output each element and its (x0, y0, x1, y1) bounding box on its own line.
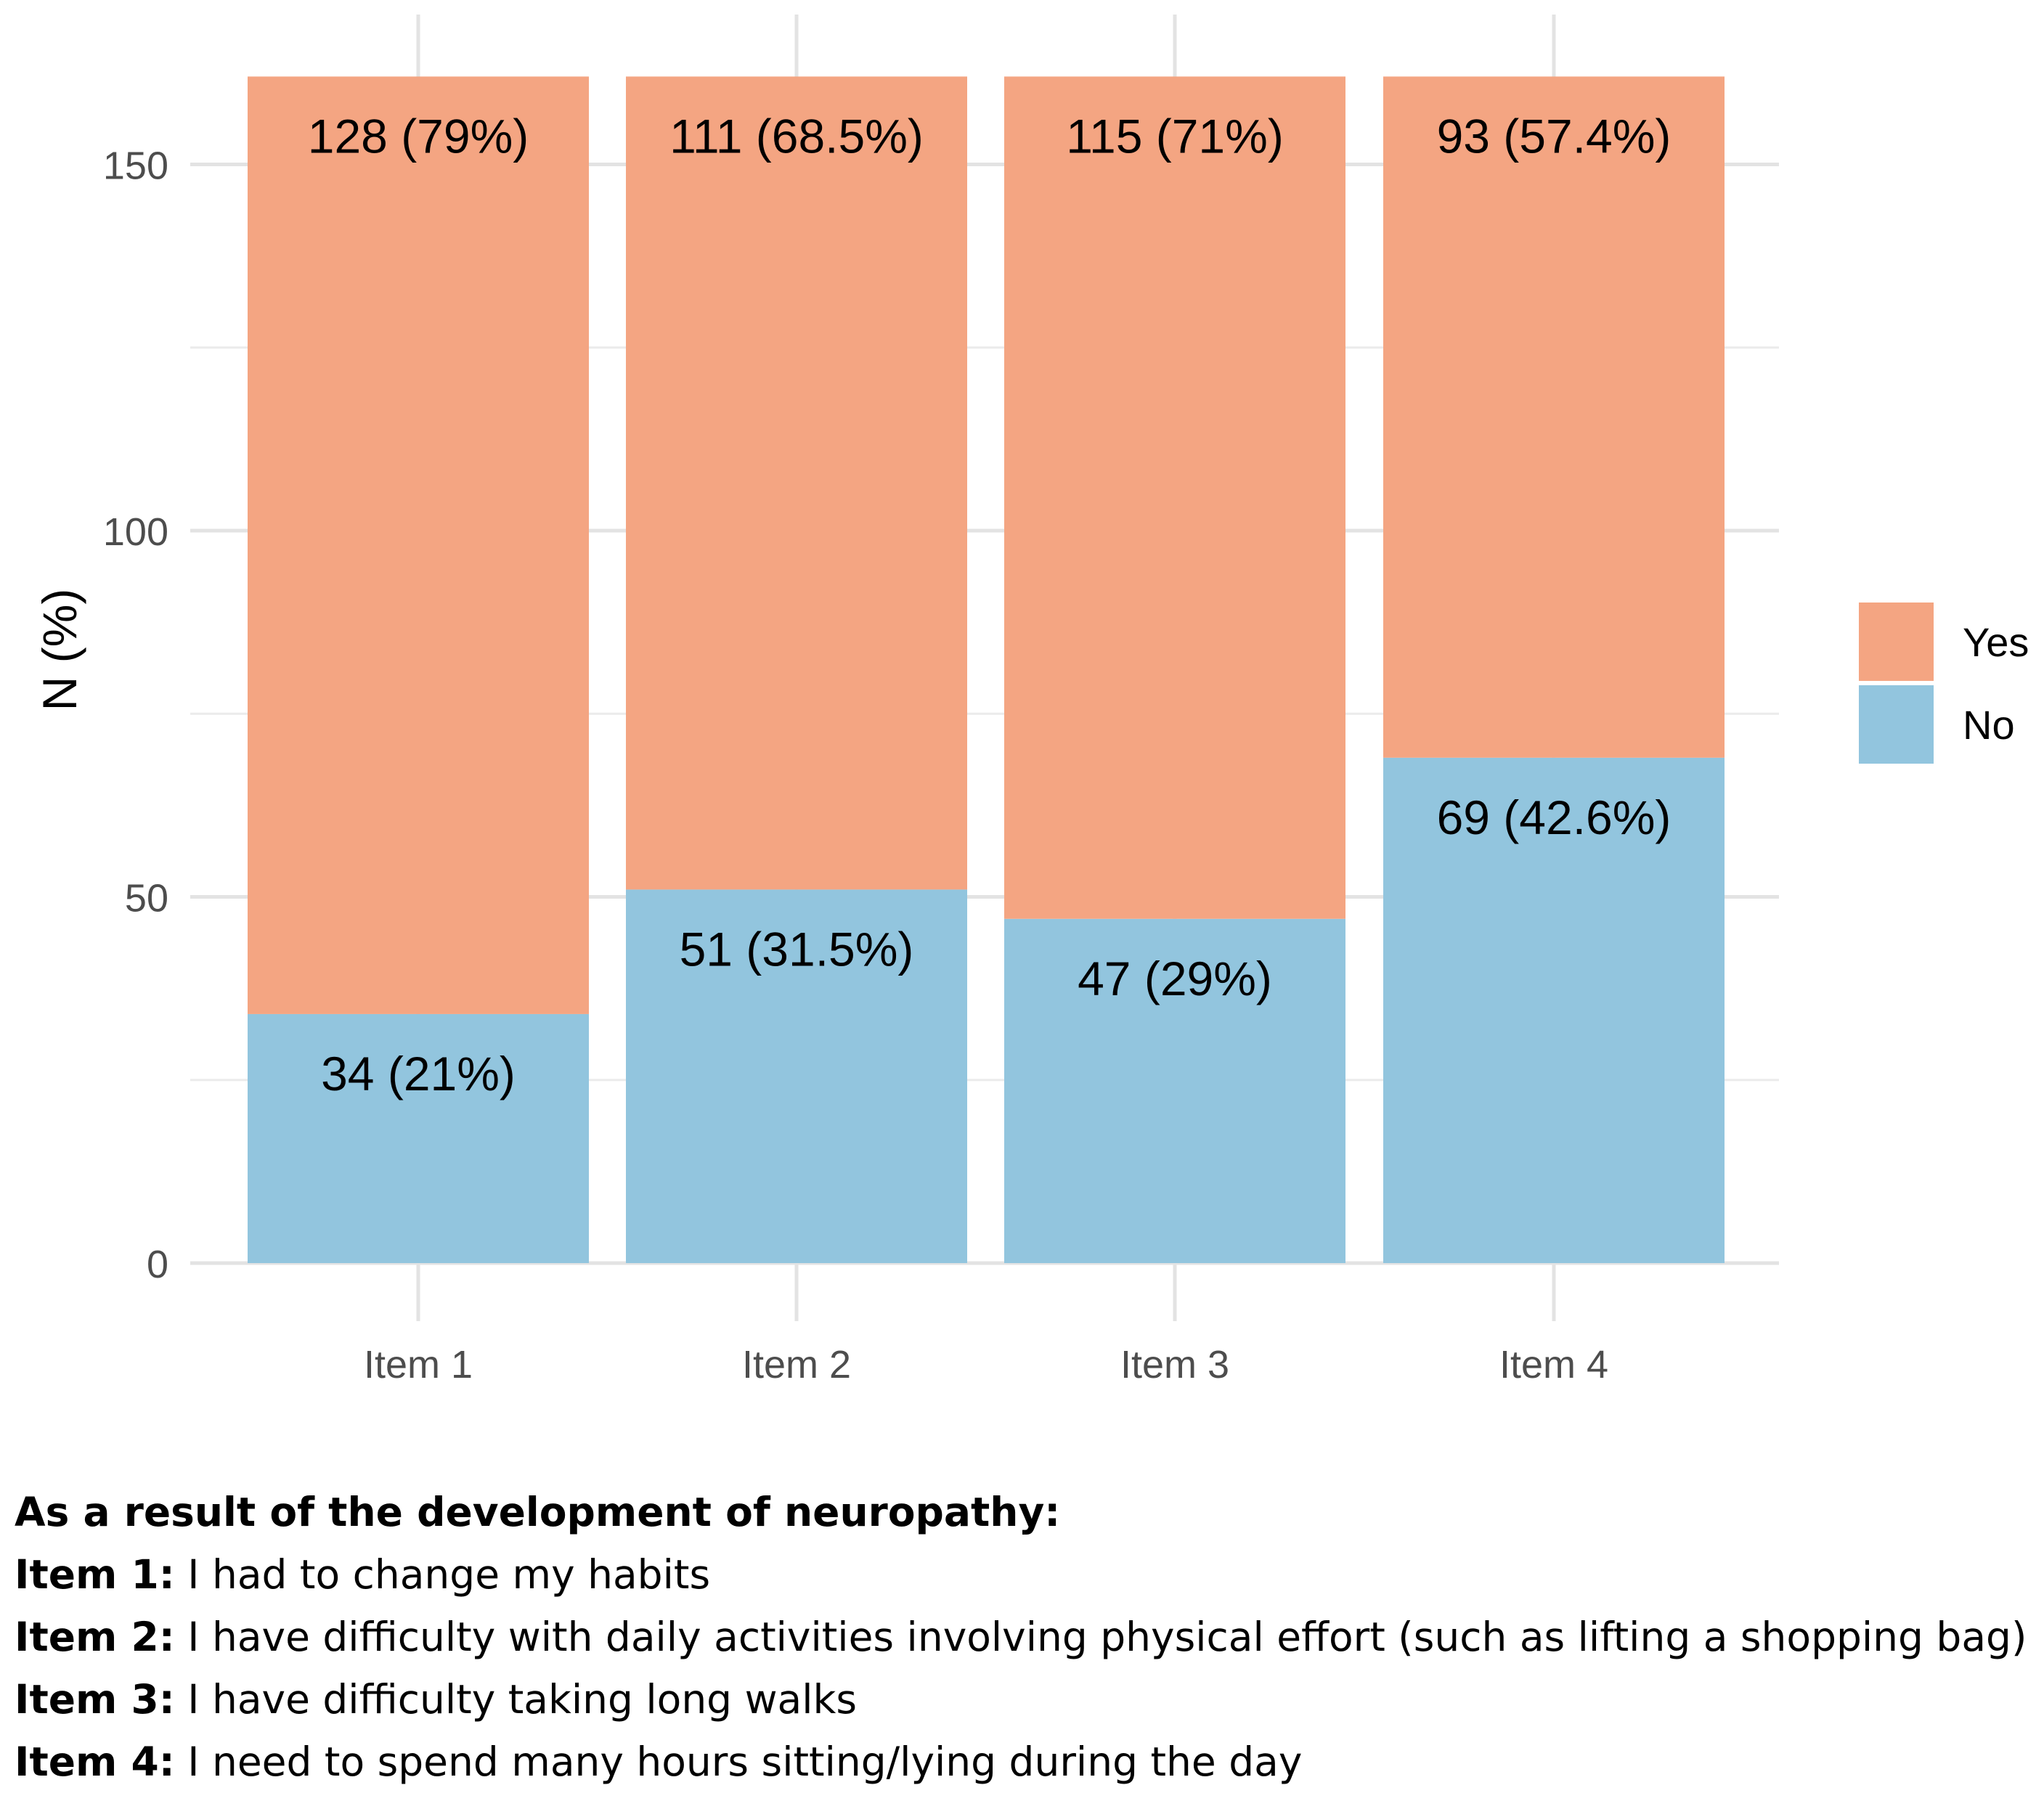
caption-item-text: I had to change my habits (174, 1551, 711, 1598)
legend-key-yes (1859, 603, 1934, 681)
x-tick-label: Item 2 (742, 1343, 851, 1386)
data-label: 115 (71%) (1066, 109, 1284, 163)
data-label: 128 (79%) (308, 109, 529, 163)
y-axis-title: N (%) (33, 589, 86, 711)
legend-label-yes: Yes (1963, 619, 2029, 665)
y-tick-label: 100 (103, 510, 168, 554)
bar-no (626, 889, 967, 1263)
data-label: 69 (42.6%) (1437, 791, 1672, 844)
figure-caption: As a result of the development of neurop… (15, 1481, 2033, 1793)
caption-item-key: Item 4: (15, 1739, 175, 1785)
data-label: 47 (29%) (1078, 952, 1272, 1005)
caption-item-3: Item 3: I have difficulty taking long wa… (15, 1668, 2033, 1731)
caption-item-4: Item 4: I need to spend many hours sitti… (15, 1731, 2033, 1793)
caption-item-1: Item 1: I had to change my habits (15, 1543, 2033, 1606)
x-tick-label: Item 1 (364, 1343, 473, 1386)
caption-heading: As a result of the development of neurop… (15, 1489, 1061, 1535)
bar-yes (1383, 76, 1725, 758)
data-label: 34 (21%) (321, 1047, 516, 1100)
caption-item-key: Item 1: (15, 1551, 175, 1598)
bar-no (1383, 757, 1725, 1263)
caption-item-text: I have difficulty taking long walks (174, 1676, 858, 1723)
legend-key-no (1859, 685, 1934, 764)
caption-item-key: Item 3: (15, 1676, 175, 1723)
data-label: 93 (57.4%) (1437, 109, 1672, 163)
data-label: 51 (31.5%) (680, 922, 914, 976)
caption-item-key: Item 2: (15, 1614, 175, 1660)
caption-item-text: I have difficulty with daily activities … (174, 1614, 2027, 1660)
caption-item-2: Item 2: I have difficulty with daily act… (15, 1606, 2033, 1668)
data-label: 111 (68.5%) (669, 109, 924, 163)
x-tick-label: Item 4 (1499, 1343, 1608, 1386)
y-tick-label: 50 (125, 877, 168, 920)
bar-yes (626, 76, 967, 890)
bar-no (248, 1013, 589, 1263)
stacked-bar-chart: 34 (21%) 51 (31.5%) 47 (29%) 69 (42.6%) 128 … (33, 15, 2029, 1386)
y-tick-label: 150 (103, 144, 168, 188)
bar-yes (1004, 76, 1345, 919)
chart: 34 (21%) 51 (31.5%) 47 (29%) 69 (42.6%) 128 … (33, 15, 2029, 1386)
y-tick-label: 0 (147, 1243, 168, 1286)
legend-label-no: No (1963, 702, 2015, 748)
x-tick-label: Item 3 (1120, 1343, 1229, 1386)
bar-yes (248, 76, 589, 1014)
caption-item-text: I need to spend many hours sitting/lying… (174, 1739, 1303, 1785)
bar-no (1004, 918, 1345, 1263)
